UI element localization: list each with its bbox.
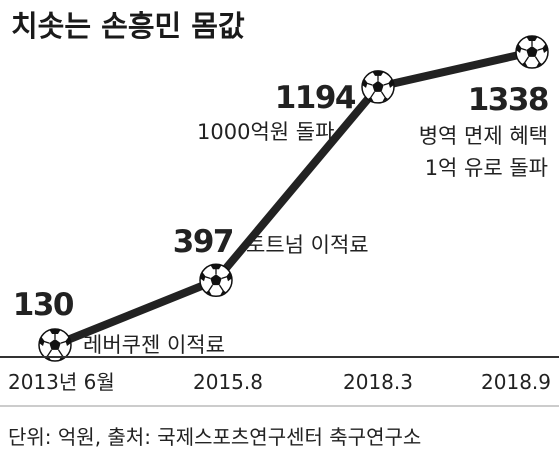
value-label: 1194 xyxy=(275,80,356,116)
annotation-label: 병역 면제 혜택 xyxy=(419,124,548,148)
annotation-label: 토트넘 이적료 xyxy=(246,233,369,257)
series-line xyxy=(51,48,536,349)
plot-area: 130 397 1194 1338 레버쿠젠 이적료 토트넘 이적료 1000억원 돌파 병역… xyxy=(13,35,550,362)
x-tick-label: 2018.9 xyxy=(481,370,551,394)
x-tick-label: 2018.3 xyxy=(343,370,413,394)
soccer-ball-icon xyxy=(199,263,233,297)
value-label: 130 xyxy=(13,287,74,323)
value-label: 1338 xyxy=(468,82,548,118)
x-axis-ticks: 2013년 6월 2015.8 2018.3 2018.9 xyxy=(8,370,551,394)
soccer-ball-icon xyxy=(361,70,395,104)
soccer-ball-icon xyxy=(515,35,549,69)
annotation-label: 1000억원 돌파 xyxy=(197,120,334,144)
value-label: 397 xyxy=(173,224,233,260)
annotation-label: 레버쿠젠 이적료 xyxy=(83,333,225,357)
x-tick-label: 2013년 6월 xyxy=(8,370,115,394)
chart-title: 치솟는 손흥민 몸값 xyxy=(11,9,245,43)
annotation-label: 1억 유로 돌파 xyxy=(425,156,548,180)
x-tick-label: 2015.8 xyxy=(193,370,263,394)
source-note: 단위: 억원, 출처: 국제스포츠연구센터 축구연구소 xyxy=(8,425,421,449)
